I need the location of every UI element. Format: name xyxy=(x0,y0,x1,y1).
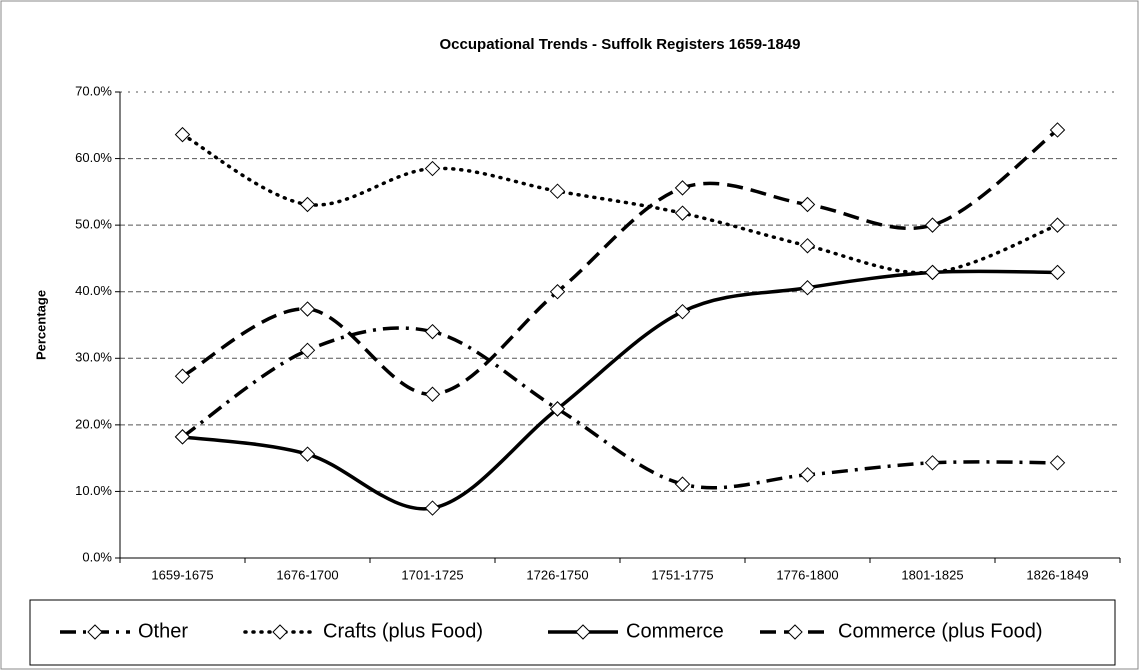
legend-label: Commerce xyxy=(626,620,724,642)
data-point xyxy=(549,183,566,199)
y-tick-label: 70.0% xyxy=(75,83,112,98)
y-tick-label: 20.0% xyxy=(75,416,112,431)
data-point xyxy=(924,217,941,233)
x-tick-label: 1826-1849 xyxy=(1026,567,1088,582)
data-point xyxy=(299,342,316,359)
data-point xyxy=(799,280,816,296)
data-point xyxy=(174,368,191,384)
legend-box xyxy=(29,599,1116,666)
series-line xyxy=(181,128,1059,396)
y-tick-label: 50.0% xyxy=(75,217,112,232)
data-point xyxy=(174,126,191,143)
data-point xyxy=(674,180,691,196)
data-point xyxy=(674,303,691,320)
legend-label: Commerce (plus Food) xyxy=(838,620,1043,642)
data-point xyxy=(424,323,441,340)
data-point xyxy=(799,238,816,254)
y-axis-label: Percentage xyxy=(33,290,48,360)
series-line xyxy=(182,269,1058,511)
legend-marker xyxy=(272,624,288,640)
x-tick-label: 1776-1800 xyxy=(776,567,838,582)
data-point xyxy=(424,386,441,402)
data-point xyxy=(174,429,191,445)
data-point xyxy=(1049,122,1066,138)
x-tick-label: 1726-1750 xyxy=(526,567,588,582)
y-tick-label: 30.0% xyxy=(75,350,112,365)
data-point xyxy=(1049,264,1066,281)
data-point xyxy=(549,284,566,300)
legend-marker xyxy=(575,624,591,640)
data-point xyxy=(674,476,691,492)
y-tick-label: 0.0% xyxy=(82,549,112,564)
data-point xyxy=(424,160,441,177)
data-point xyxy=(299,301,316,317)
x-tick-label: 1751-1775 xyxy=(651,567,713,582)
x-tick-label: 1659-1675 xyxy=(151,567,213,582)
y-tick-label: 60.0% xyxy=(75,150,112,165)
data-point xyxy=(924,264,941,281)
data-point xyxy=(1049,217,1066,233)
data-point xyxy=(424,500,441,516)
legend-label: Other xyxy=(138,620,188,642)
y-tick-label: 10.0% xyxy=(75,483,112,498)
data-point xyxy=(299,196,316,213)
legend-marker xyxy=(787,624,803,640)
legend-label: Crafts (plus Food) xyxy=(323,620,483,642)
data-point xyxy=(299,446,316,462)
x-tick-label: 1701-1725 xyxy=(401,567,463,582)
legend-marker xyxy=(87,624,103,640)
data-point xyxy=(674,205,691,221)
data-point xyxy=(924,455,941,471)
data-point xyxy=(549,401,566,417)
data-point xyxy=(799,467,816,483)
series-line xyxy=(181,326,1058,490)
data-point xyxy=(799,196,816,213)
x-tick-label: 1676-1700 xyxy=(276,567,338,582)
chart-title: Occupational Trends - Suffolk Registers … xyxy=(440,36,801,53)
data-point xyxy=(1049,455,1066,471)
x-tick-label: 1801-1825 xyxy=(901,567,963,582)
y-tick-label: 40.0% xyxy=(75,283,112,298)
